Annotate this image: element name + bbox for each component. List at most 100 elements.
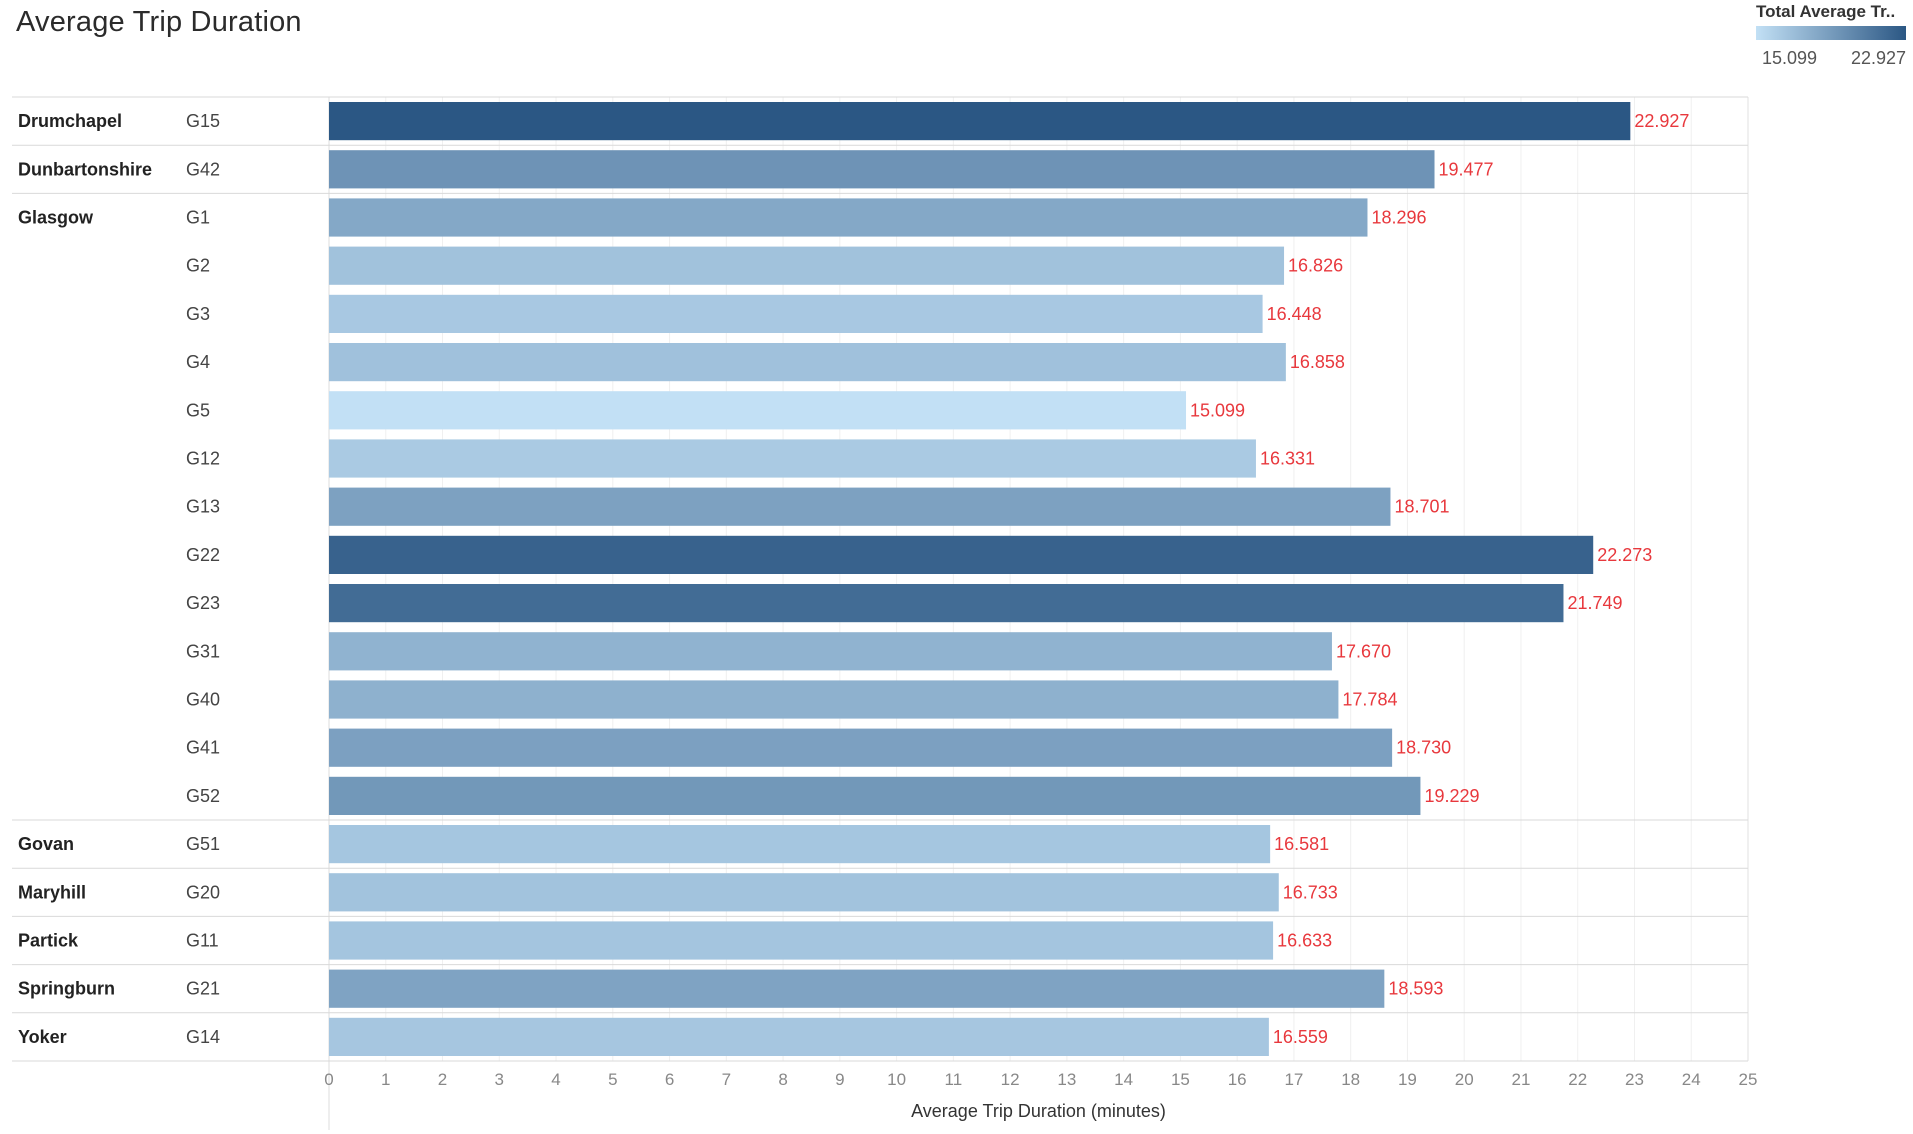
bar (329, 728, 1393, 767)
postcode-label: G11 (186, 931, 219, 951)
bar (329, 921, 1274, 960)
x-tick-label: 8 (778, 1070, 787, 1089)
group-label: Yoker (18, 1027, 67, 1047)
postcode-label: G3 (186, 304, 210, 324)
postcode-label: G13 (186, 497, 220, 517)
bar (329, 198, 1368, 237)
group-label: Springburn (18, 979, 115, 999)
x-tick-label: 4 (551, 1070, 560, 1089)
bar (329, 487, 1391, 526)
value-label: 18.730 (1396, 738, 1451, 758)
value-label: 22.927 (1634, 111, 1689, 131)
postcode-label: G15 (186, 111, 220, 131)
value-label: 19.477 (1439, 159, 1494, 179)
x-tick-label: 9 (835, 1070, 844, 1089)
postcode-label: G20 (186, 882, 220, 902)
x-tick-label: 7 (722, 1070, 731, 1089)
x-tick-label: 16 (1228, 1070, 1247, 1089)
x-tick-label: 17 (1284, 1070, 1303, 1089)
value-label: 16.633 (1277, 931, 1332, 951)
x-tick-label: 20 (1455, 1070, 1474, 1089)
x-tick-label: 5 (608, 1070, 617, 1089)
value-label: 21.749 (1567, 593, 1622, 613)
bar (329, 246, 1285, 285)
x-tick-label: 11 (945, 1070, 963, 1089)
x-tick-label: 3 (495, 1070, 504, 1089)
x-tick-label: 25 (1739, 1070, 1758, 1089)
x-tick-label: 19 (1398, 1070, 1417, 1089)
x-tick-label: 1 (381, 1070, 390, 1089)
x-tick-label: 21 (1511, 1070, 1530, 1089)
postcode-label: G31 (186, 641, 220, 661)
postcode-label: G12 (186, 449, 220, 469)
value-label: 16.559 (1273, 1027, 1328, 1047)
postcode-label: G2 (186, 256, 210, 276)
value-label: 22.273 (1597, 545, 1652, 565)
value-label: 16.733 (1283, 882, 1338, 902)
legend-title: Total Average Tr.. (1756, 2, 1896, 21)
group-label: Govan (18, 834, 74, 854)
bar (329, 343, 1286, 382)
group-label: Glasgow (18, 208, 94, 228)
value-label: 16.448 (1267, 304, 1322, 324)
x-tick-label: 18 (1341, 1070, 1360, 1089)
postcode-label: G23 (186, 593, 220, 613)
bar (329, 680, 1339, 719)
x-tick-label: 14 (1114, 1070, 1133, 1089)
bar (329, 439, 1256, 478)
postcode-label: G21 (186, 979, 220, 999)
bar (329, 584, 1564, 623)
value-label: 18.701 (1394, 497, 1449, 517)
postcode-label: G40 (186, 690, 220, 710)
x-tick-label: 23 (1625, 1070, 1644, 1089)
x-tick-label: 0 (324, 1070, 333, 1089)
x-tick-label: 12 (1001, 1070, 1020, 1089)
postcode-label: G41 (186, 738, 220, 758)
value-label: 16.826 (1288, 256, 1343, 276)
bar (329, 102, 1631, 141)
legend-gradient (1756, 26, 1906, 40)
bar (329, 825, 1271, 864)
value-label: 17.784 (1342, 690, 1397, 710)
postcode-label: G14 (186, 1027, 220, 1047)
bar (329, 969, 1385, 1008)
value-label: 16.331 (1260, 449, 1315, 469)
bar (329, 535, 1594, 574)
group-label: Partick (18, 931, 79, 951)
postcode-label: G22 (186, 545, 220, 565)
bar (329, 776, 1421, 815)
value-label: 16.581 (1274, 834, 1329, 854)
value-label: 15.099 (1190, 400, 1245, 420)
x-tick-label: 24 (1682, 1070, 1701, 1089)
postcode-label: G1 (186, 208, 210, 228)
color-legend[interactable]: Total Average Tr.. 15.099 22.927 (1756, 2, 1908, 68)
value-label: 18.593 (1388, 979, 1443, 999)
group-label: Maryhill (18, 882, 86, 902)
value-label: 18.296 (1371, 208, 1426, 228)
chart-title: Average Trip Duration (16, 6, 302, 38)
postcode-label: G4 (186, 352, 210, 372)
bar (329, 873, 1279, 912)
bar (329, 391, 1187, 430)
bar (329, 1017, 1269, 1056)
legend-min-label: 15.099 (1762, 48, 1818, 68)
postcode-label: G42 (186, 159, 220, 179)
bar (329, 632, 1332, 671)
x-tick-label: 13 (1057, 1070, 1076, 1089)
x-tick-label: 6 (665, 1070, 674, 1089)
legend-max-label: 22.927 (1850, 48, 1906, 68)
group-label: Dunbartonshire (18, 159, 152, 179)
value-label: 19.229 (1424, 786, 1479, 806)
x-tick-label: 15 (1171, 1070, 1190, 1089)
postcode-label: G51 (186, 834, 220, 854)
value-label: 16.858 (1290, 352, 1345, 372)
bar (329, 150, 1435, 189)
bar (329, 294, 1263, 333)
x-tick-label: 22 (1568, 1070, 1587, 1089)
value-label: 17.670 (1336, 641, 1391, 661)
postcode-label: G5 (186, 400, 210, 420)
x-axis-title: Average Trip Duration (minutes) (911, 1101, 1166, 1121)
x-tick-label: 10 (887, 1070, 906, 1089)
x-tick-label: 2 (438, 1070, 447, 1089)
